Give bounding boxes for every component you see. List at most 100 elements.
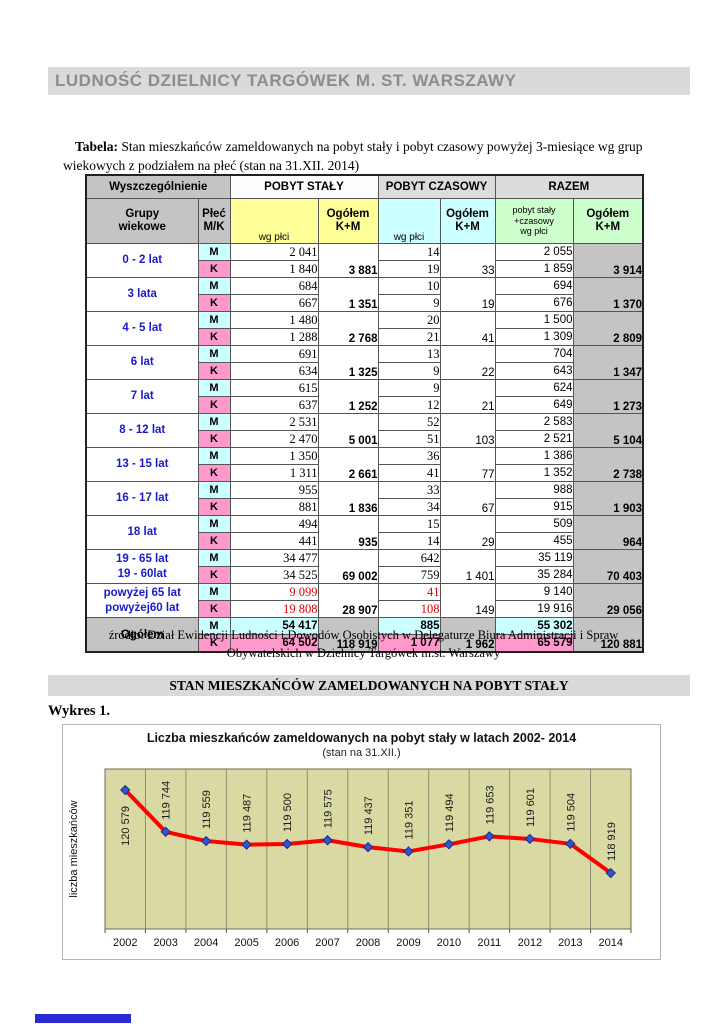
cell-k-czasowy: 12 xyxy=(377,396,441,414)
sex-cell-m: M xyxy=(197,345,231,363)
cell-og-razem: 5 104 xyxy=(572,413,644,448)
total-m-razem: 55 302 xyxy=(494,617,574,635)
cell-k-staly: 634 xyxy=(229,362,319,380)
cell-m-staly: 691 xyxy=(229,345,319,363)
cell-k-razem: 35 284 xyxy=(494,566,574,584)
cell-og-razem: 29 056 xyxy=(572,583,644,618)
chart-x-tick-label: 2010 xyxy=(437,937,461,949)
cell-og-czasowy: 1 401 xyxy=(439,549,496,584)
chart-x-tick-label: 2005 xyxy=(234,937,258,949)
chart-data-label: 119 744 xyxy=(161,781,173,820)
table-body: 0 - 2 lat M 2 041 3 881 14 33 2 055 3 91… xyxy=(85,243,644,618)
cell-m-razem: 624 xyxy=(494,379,574,397)
cell-k-czasowy: 19 xyxy=(377,260,441,278)
cell-k-razem: 19 916 xyxy=(494,600,574,618)
header-plec: Płeć M/K xyxy=(197,198,231,244)
sex-cell-m: M xyxy=(197,277,231,295)
cell-m-czasowy: 9 xyxy=(377,379,441,397)
cell-k-czasowy: 41 xyxy=(377,464,441,482)
total-k-razem: 65 579 xyxy=(494,634,574,653)
cell-og-staly: 1 252 xyxy=(317,379,379,414)
chart-data-label: 119 601 xyxy=(525,788,537,827)
table-row-k: K 2 470 51 2 521 xyxy=(86,430,643,448)
sex-cell-m: M xyxy=(197,481,231,499)
sex-cell-k: K xyxy=(197,328,231,346)
cell-k-czasowy: 21 xyxy=(377,328,441,346)
cell-og-razem: 964 xyxy=(572,515,644,550)
header-staly-wg-plci: wg płci xyxy=(229,198,319,244)
cell-og-staly: 1 325 xyxy=(317,345,379,380)
cell-k-razem: 2 521 xyxy=(494,430,574,448)
cell-k-razem: 1 309 xyxy=(494,328,574,346)
chart-marker xyxy=(160,826,171,838)
sex-cell-m: M xyxy=(197,549,231,567)
cell-m-razem: 988 xyxy=(494,481,574,499)
chart-plot-svg: 120 579 119 744 119 559 119 487 119 500 119 5… xyxy=(68,768,632,949)
table-row-k: K 1 288 21 1 309 xyxy=(86,328,643,346)
cell-og-staly: 69 002 xyxy=(317,549,379,584)
cell-m-staly: 684 xyxy=(229,277,319,295)
total-row-k: K 64 502 1 077 65 579 xyxy=(86,634,643,653)
age-group-label: 4 - 5 lat xyxy=(85,311,199,346)
total-og-razem: 120 881 xyxy=(572,617,644,653)
table-row: 6 lat M 691 1 325 13 22 704 1 347 xyxy=(85,345,644,380)
cell-m-razem: 704 xyxy=(494,345,574,363)
chart-data-label: 119 500 xyxy=(282,793,294,832)
sex-cell-k: K xyxy=(197,532,231,550)
sex-cell-k: K xyxy=(197,430,231,448)
chart-data-label: 119 494 xyxy=(444,793,456,832)
cell-k-staly: 34 525 xyxy=(229,566,319,584)
cell-og-razem: 3 914 xyxy=(572,243,644,278)
age-group-label: 0 - 2 lat xyxy=(85,243,199,278)
chart-x-tick-label: 2006 xyxy=(275,937,299,949)
cell-m-czasowy: 13 xyxy=(377,345,441,363)
cell-m-staly: 2 531 xyxy=(229,413,319,431)
sex-cell-k: K xyxy=(197,362,231,380)
chart-title: Liczba mieszkańców zameldowanych na poby… xyxy=(146,731,577,745)
table-header-row-1: Wyszczególnienie POBYT STAŁY POBYT CZASO… xyxy=(85,174,644,199)
total-label: Ogółem xyxy=(85,617,199,653)
cell-m-czasowy: 20 xyxy=(377,311,441,329)
table-caption-text: Stan mieszkańców zameldowanych na pobyt … xyxy=(63,138,643,174)
sex-cell-k: K xyxy=(197,396,231,414)
chart-marker xyxy=(605,867,616,879)
cell-k-staly: 1 288 xyxy=(229,328,319,346)
cell-og-czasowy: 149 xyxy=(439,583,496,618)
cell-og-staly: 28 907 xyxy=(317,583,379,618)
table-row-k: K 881 34 915 xyxy=(86,498,643,516)
sex-cell-k: K xyxy=(197,634,231,653)
header-wyszczegolnienie: Wyszczególnienie xyxy=(85,174,231,199)
table-caption: Tabela: Stan mieszkańców zameldowanych n… xyxy=(63,137,668,176)
cell-og-czasowy: 77 xyxy=(439,447,496,482)
age-group-label: 7 lat xyxy=(85,379,199,414)
cell-k-czasowy: 34 xyxy=(377,498,441,516)
page-banner-title: LUDNOŚĆ DZIELNICY TARGÓWEK M. ST. WARSZA… xyxy=(55,71,517,90)
cell-k-staly: 19 808 xyxy=(229,600,319,618)
table-caption-label: Tabela: xyxy=(75,138,119,154)
cell-og-staly: 1 836 xyxy=(317,481,379,516)
age-group-label: 8 - 12 lat xyxy=(85,413,199,448)
sex-cell-m: M xyxy=(197,447,231,465)
cell-m-staly: 1 480 xyxy=(229,311,319,329)
cell-og-czasowy: 29 xyxy=(439,515,496,550)
cell-m-razem: 35 119 xyxy=(494,549,574,567)
cell-m-razem: 2 055 xyxy=(494,243,574,261)
sex-cell-k: K xyxy=(197,464,231,482)
page-banner: LUDNOŚĆ DZIELNICY TARGÓWEK M. ST. WARSZA… xyxy=(48,67,690,95)
total-k-czasowy: 1 077 xyxy=(377,634,441,653)
chart-data-label: 119 351 xyxy=(403,800,415,839)
chart-data-label: 119 504 xyxy=(565,793,577,832)
table-source-note: źródło: Dział Ewidencji Ludności i Dowod… xyxy=(108,628,619,660)
cell-og-razem: 2 809 xyxy=(572,311,644,346)
cell-k-razem: 1 352 xyxy=(494,464,574,482)
total-row-m: Ogółem M 54 417 118 919 885 1 962 55 302… xyxy=(85,617,644,653)
table-header: Wyszczególnienie POBYT STAŁY POBYT CZASO… xyxy=(85,174,644,244)
chart-marker xyxy=(362,841,374,853)
cell-m-staly: 9 099 xyxy=(229,583,319,601)
table-row-k: K 634 9 643 xyxy=(86,362,643,380)
table-row: 8 - 12 lat M 2 531 5 001 52 103 2 583 5 … xyxy=(85,413,644,448)
population-table: Wyszczególnienie POBYT STAŁY POBYT CZASO… xyxy=(85,174,645,653)
chart-marker xyxy=(403,846,414,857)
chart-x-tick-label: 2008 xyxy=(356,937,380,949)
chart-subtitle: (stan na 31.XII.) xyxy=(322,747,401,759)
